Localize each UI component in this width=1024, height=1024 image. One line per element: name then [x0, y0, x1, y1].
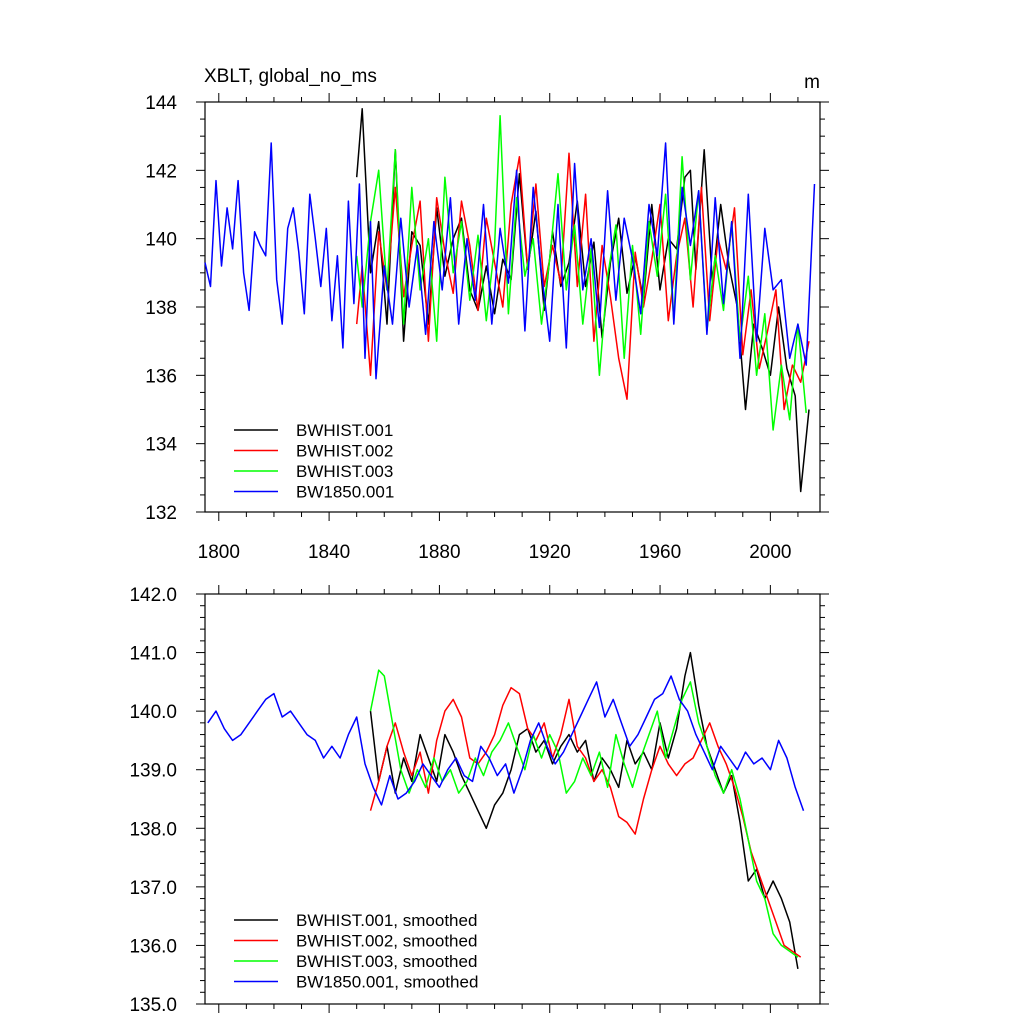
x-tick-label: 1960 — [639, 542, 681, 563]
series-line-2 — [355, 152, 810, 411]
plot-frame — [204, 593, 821, 1005]
x-tick-label: 1840 — [308, 542, 350, 563]
y-tick-label: 135.0 — [129, 995, 177, 1016]
y-tick-label: 134 — [145, 435, 177, 456]
series-line-4 — [204, 142, 816, 380]
bottom-panel: 135.0 136.0 137.0 138.0 139.0 140.0 141.0 142.0… — [129, 585, 829, 1016]
series-line-2 — [369, 686, 802, 958]
y-tick-label: 141.0 — [129, 644, 177, 665]
y-tick-label: 138 — [145, 298, 177, 319]
y-tick-label: 136.0 — [129, 936, 177, 957]
y-tick-label: 140 — [145, 230, 177, 251]
x-tick-label: 1920 — [529, 542, 571, 563]
series-line-1 — [355, 108, 810, 493]
legend-label: BWHIST.002, smoothed — [296, 932, 477, 951]
x-tick-label: 1800 — [198, 542, 240, 563]
y-tick-label: 140.0 — [129, 702, 177, 723]
units-label: m — [804, 72, 820, 93]
legend-label: BW1850.001, smoothed — [296, 973, 478, 992]
y-tick-label: 138.0 — [129, 819, 177, 840]
panel-title: XBLT, global_no_ms — [204, 66, 377, 87]
y-tick-label: 137.0 — [129, 878, 177, 899]
y-tick-label: 142.0 — [129, 585, 177, 606]
y-tick-label: 142 — [145, 161, 177, 182]
x-tick-label: 2000 — [749, 542, 791, 563]
x-tick-label: 1880 — [418, 542, 460, 563]
y-tick-label: 144 — [145, 93, 177, 114]
y-tick-label: 139.0 — [129, 761, 177, 782]
legend-label: BWHIST.002 — [296, 442, 393, 461]
series-line-4 — [207, 675, 805, 811]
legend-label: BWHIST.001, smoothed — [296, 911, 477, 930]
series-line-3 — [369, 669, 799, 958]
legend-label: BWHIST.003 — [296, 462, 393, 481]
legend-label: BWHIST.003, smoothed — [296, 952, 477, 971]
legend-label: BWHIST.001 — [296, 421, 393, 440]
top-panel: XBLT, global_no_ms m 1800 1840 1880 1920 196… — [145, 66, 829, 563]
legend-label: BW1850.001 — [296, 483, 394, 502]
y-tick-label: 136 — [145, 366, 177, 387]
y-tick-label: 132 — [145, 503, 177, 524]
